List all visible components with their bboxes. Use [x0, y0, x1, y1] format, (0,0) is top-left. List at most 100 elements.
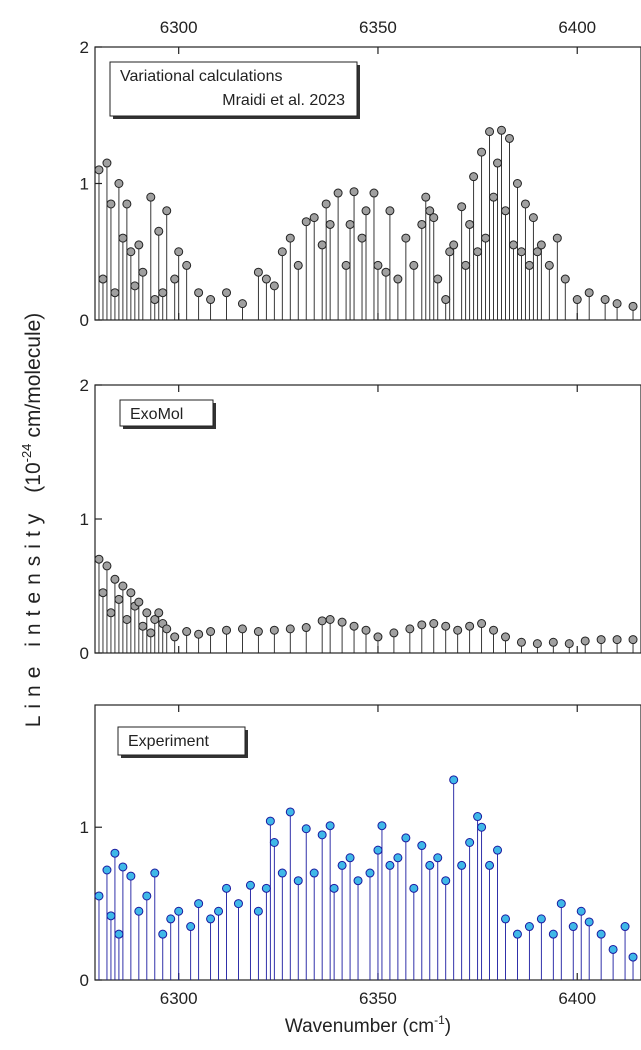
marker — [441, 876, 451, 886]
marker — [170, 632, 180, 642]
marker — [532, 639, 542, 649]
marker — [194, 288, 204, 298]
marker — [528, 213, 538, 223]
marker — [361, 206, 371, 216]
marker — [337, 617, 347, 627]
marker — [477, 822, 487, 832]
x-axis-label: Wavenumber (cm-1) — [285, 1013, 451, 1037]
marker — [516, 247, 526, 257]
marker — [349, 187, 359, 197]
marker — [489, 625, 499, 635]
marker — [186, 922, 196, 932]
marker — [425, 206, 435, 216]
marker — [162, 624, 172, 634]
marker — [544, 260, 554, 270]
marker — [341, 260, 351, 270]
marker — [118, 581, 128, 591]
marker — [481, 233, 491, 243]
marker — [596, 929, 606, 939]
marker — [182, 627, 192, 637]
marker — [265, 816, 275, 826]
marker — [409, 883, 419, 893]
marker — [138, 621, 148, 631]
marker — [536, 914, 546, 924]
marker — [524, 260, 534, 270]
y-tick-label: 1 — [80, 818, 89, 837]
marker — [134, 240, 144, 250]
y-tick-label: 1 — [80, 175, 89, 194]
marker — [564, 639, 574, 649]
annotation: Variational calculations — [120, 68, 282, 85]
marker — [102, 561, 112, 571]
marker — [126, 588, 136, 598]
marker — [261, 883, 271, 893]
plot-frame — [94, 704, 641, 981]
marker — [552, 233, 562, 243]
marker — [465, 621, 475, 631]
marker — [102, 158, 112, 168]
y-tick-label: 2 — [80, 376, 89, 395]
marker — [493, 158, 503, 168]
marker — [401, 833, 411, 843]
marker — [536, 240, 546, 250]
marker — [317, 240, 327, 250]
marker — [114, 594, 124, 604]
marker — [429, 619, 439, 629]
marker — [433, 274, 443, 284]
marker — [548, 637, 558, 647]
marker — [441, 621, 451, 631]
marker — [222, 625, 232, 635]
marker — [206, 295, 216, 305]
marker — [385, 206, 395, 216]
marker — [600, 295, 610, 305]
marker — [584, 917, 594, 927]
series — [94, 125, 638, 320]
marker — [114, 929, 124, 939]
marker — [106, 199, 116, 209]
marker — [182, 260, 192, 270]
y-label-unit: (10 — [22, 462, 45, 492]
legend-box — [109, 61, 358, 117]
marker — [194, 899, 204, 909]
marker — [206, 627, 216, 637]
marker — [309, 213, 319, 223]
marker — [237, 299, 247, 309]
marker — [485, 127, 495, 137]
marker — [309, 868, 319, 878]
marker — [293, 876, 303, 886]
marker — [493, 845, 503, 855]
marker — [465, 219, 475, 229]
y-tick-label: 0 — [80, 971, 89, 990]
y-label-text: Line intensity — [22, 507, 45, 728]
marker — [285, 233, 295, 243]
marker — [580, 636, 590, 646]
marker — [497, 125, 507, 135]
marker — [162, 206, 172, 216]
marker — [477, 147, 487, 157]
marker — [174, 906, 184, 916]
marker — [94, 554, 104, 564]
marker — [421, 192, 431, 202]
marker — [122, 199, 132, 209]
marker — [138, 267, 148, 277]
marker — [373, 845, 383, 855]
marker — [532, 247, 542, 257]
marker — [516, 637, 526, 647]
x-tick-label-top: 6400 — [558, 18, 596, 37]
marker — [174, 247, 184, 257]
x-tick-label: 6300 — [160, 989, 198, 1008]
marker — [118, 862, 128, 872]
annotation: Mraidi et al. 2023 — [222, 92, 345, 109]
marker — [349, 621, 359, 631]
x-tick-label: 6350 — [359, 989, 397, 1008]
marker — [222, 288, 232, 298]
marker — [301, 217, 311, 227]
x-tick-label-top: 6350 — [359, 18, 397, 37]
annotation: ExoMol — [130, 406, 183, 423]
marker — [317, 616, 327, 626]
marker — [556, 899, 566, 909]
marker — [572, 295, 582, 305]
marker — [301, 623, 311, 633]
marker — [110, 848, 120, 858]
marker — [389, 628, 399, 638]
